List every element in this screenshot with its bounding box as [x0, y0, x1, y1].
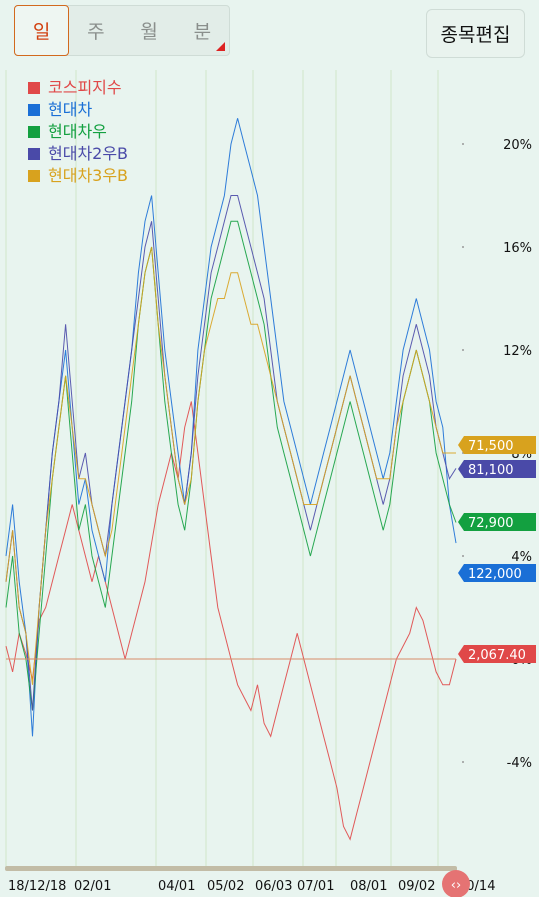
last-value-label-1: 122,000 [468, 567, 522, 582]
last-value-tag-2 [458, 513, 536, 531]
series-line-3 [5, 195, 457, 711]
legend-item-0: 코스피지수 [28, 77, 128, 99]
y-tick-dot-1 [462, 246, 464, 248]
legend-item-3: 현대차2우B [28, 143, 128, 165]
x-tick-label-2: 04/01 [158, 879, 195, 894]
legend-swatch-1 [28, 104, 40, 116]
y-tick-label-1: 16% [503, 241, 532, 256]
legend-swatch-4 [28, 170, 40, 182]
legend-label-0: 코스피지수 [48, 78, 122, 97]
y-tick-label-0: 20% [503, 138, 532, 153]
x-tick-label-4: 06/03 [255, 879, 292, 894]
legend-swatch-2 [28, 126, 40, 138]
legend-swatch-0 [28, 82, 40, 94]
x-tick-label-3: 05/02 [207, 879, 244, 894]
tab-month[interactable]: 월 [140, 21, 158, 43]
legend-item-1: 현대차 [28, 99, 128, 121]
last-value-tag-3 [458, 460, 536, 478]
legend-item-2: 현대차우 [28, 121, 128, 143]
legend-item-4: 현대차3우B [28, 165, 128, 187]
x-tick-label-7: 09/02 [398, 879, 435, 894]
x-tick-label-6: 08/01 [350, 879, 387, 894]
tab-week[interactable]: 주 [87, 21, 105, 43]
y-tick-dot-2 [462, 349, 464, 351]
series-line-1 [5, 118, 457, 737]
x-tick-label-0: 18/12/18 [8, 879, 66, 894]
period-tabs: 일 주 월 분 [14, 5, 230, 56]
scroll-handle-icon[interactable] [442, 870, 470, 897]
tab-minute[interactable]: 분 [176, 6, 229, 55]
y-tick-dot-6 [462, 761, 464, 763]
x-tick-label-1: 02/01 [74, 879, 111, 894]
edit-stocks-button[interactable]: 종목편집 [426, 9, 525, 58]
legend-label-4: 현대차3우B [48, 166, 129, 185]
last-value-label-2: 72,900 [468, 516, 514, 531]
tab-minute-label: 분 [193, 21, 212, 43]
y-tick-dot-0 [462, 143, 464, 145]
y-tick-dot-4 [462, 555, 464, 557]
last-value-label-0: 2,067.40 [468, 648, 526, 663]
legend-swatch-3 [28, 148, 40, 160]
y-tick-label-2: 12% [503, 344, 532, 359]
tab-day[interactable]: 일 [14, 5, 70, 56]
last-value-tag-4 [458, 436, 536, 454]
last-value-tag-1 [458, 564, 536, 582]
series-line-4 [5, 246, 456, 685]
scroll-handle-glyph: ‹› [451, 878, 461, 893]
legend-label-1: 현대차 [48, 100, 93, 119]
time-scrollbar [5, 866, 457, 871]
y-tick-label-4: 4% [511, 550, 532, 565]
series-line-2 [5, 220, 457, 711]
legend-label-2: 현대차우 [48, 122, 107, 141]
last-value-tag-0 [458, 645, 536, 663]
y-tick-label-6: -4% [507, 756, 532, 771]
last-value-label-4: 71,500 [468, 439, 514, 454]
dropdown-corner-icon [216, 42, 225, 51]
last-value-label-3: 81,100 [468, 463, 514, 478]
x-tick-label-5: 07/01 [297, 879, 334, 894]
legend-label-3: 현대차2우B [48, 144, 129, 163]
